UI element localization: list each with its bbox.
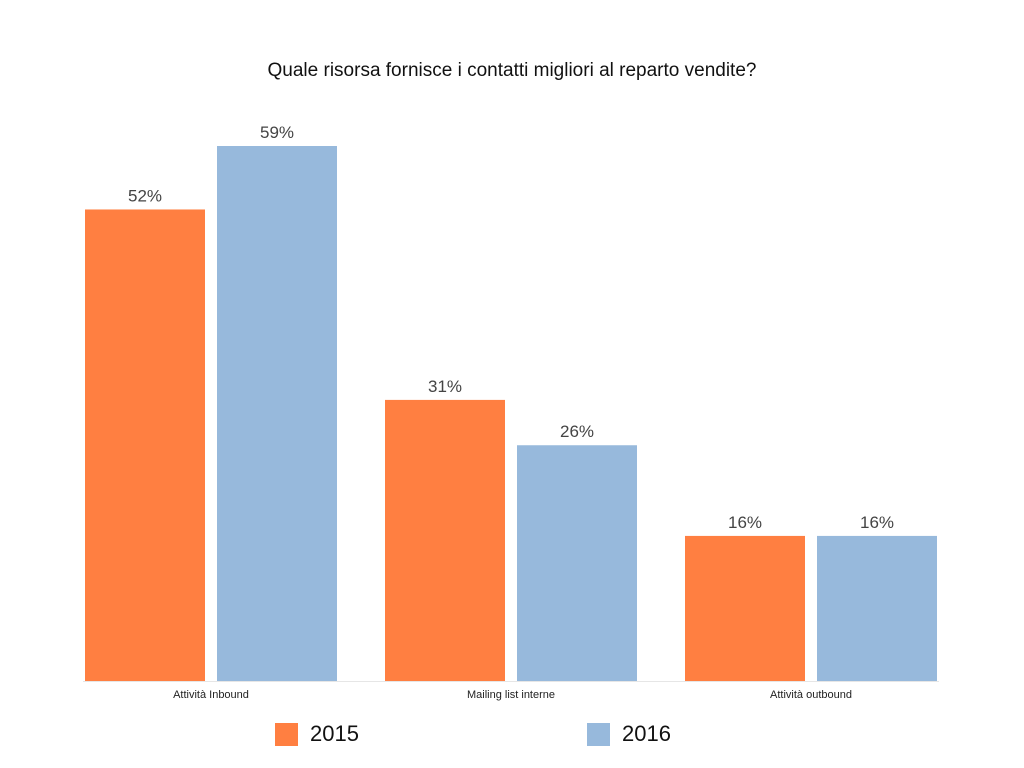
category-label-mailing-list-interne: Mailing list interne bbox=[467, 689, 555, 701]
bar-mailing-list-interne-2015 bbox=[385, 399, 505, 681]
bar-mailing-list-interne-2016 bbox=[517, 445, 637, 681]
category-label-attivita-outbound: Attività outbound bbox=[770, 689, 852, 701]
bar-attivita-inbound-2015 bbox=[85, 209, 205, 681]
data-label-attivita-inbound-2015: 52% bbox=[128, 186, 162, 205]
category-label-attivita-inbound: Attività Inbound bbox=[173, 689, 249, 701]
legend-label-2016: 2016 bbox=[622, 721, 671, 746]
data-label-mailing-list-interne-2016: 26% bbox=[560, 422, 594, 441]
legend-swatch-2015 bbox=[275, 722, 298, 746]
legend-swatch-2016 bbox=[587, 722, 610, 746]
legend-item-2016: 2016 bbox=[587, 720, 671, 748]
chart-title: Quale risorsa fornisce i contatti miglio… bbox=[267, 60, 757, 81]
data-label-attivita-inbound-2016: 59% bbox=[260, 123, 294, 142]
legend-item-2015: 2015 bbox=[275, 720, 359, 748]
data-label-mailing-list-interne-2015: 31% bbox=[428, 377, 462, 396]
data-label-attivita-outbound-2015: 16% bbox=[728, 513, 762, 532]
legend-label-2015: 2015 bbox=[310, 721, 359, 746]
legend: 2015 2016 bbox=[0, 720, 1024, 750]
bar-attivita-outbound-2016 bbox=[817, 535, 937, 681]
bar-attivita-outbound-2015 bbox=[685, 535, 805, 681]
bar-attivita-inbound-2016 bbox=[217, 146, 337, 681]
data-label-attivita-outbound-2016: 16% bbox=[860, 513, 894, 532]
